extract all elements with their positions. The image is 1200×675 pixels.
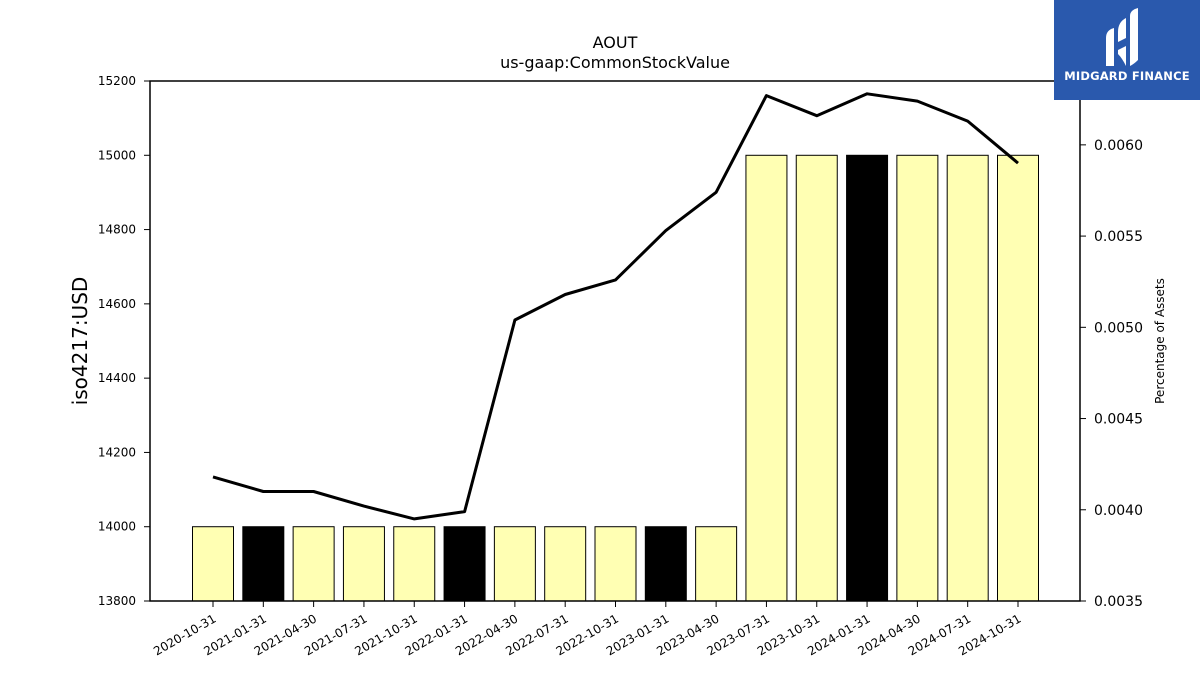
bar-2023-01-31 [644,526,687,602]
chart-title: AOUT [593,33,638,52]
bar-2022-07-31 [544,526,587,602]
bars-layer [192,154,1039,602]
bar-2023-04-30 [695,526,738,602]
y-tick-label: 14800 [98,223,136,237]
y2-tick-label: 0.0035 [1094,594,1143,610]
y2-tick-label: 0.0040 [1094,503,1143,519]
chart-subtitle: us-gaap:CommonStockValue [500,53,730,72]
y2-tick-label: 0.0055 [1094,229,1143,245]
bar-2021-01-31 [242,526,285,602]
y-tick-label: 14600 [98,297,136,311]
bar-2024-07-31 [946,154,989,602]
bar-2022-04-30 [493,526,536,602]
y2-tick-label: 0.0060 [1094,138,1143,154]
y-axis-label-right: Percentage of Assets [1153,278,1167,404]
y-tick-label: 13800 [98,594,136,608]
logo-mark-icon [1106,8,1138,66]
y-tick-label: 15200 [98,74,136,88]
bar-2022-10-31 [594,526,637,602]
y-tick-label: 14000 [98,520,136,534]
plot-frame [149,80,1081,602]
percentage-line [212,92,1019,521]
bar-2024-04-30 [896,154,939,602]
bar-2024-01-31 [846,154,889,602]
line-layer [212,92,1019,521]
y-tick-label: 14400 [98,371,136,385]
y-tick-label: 15000 [98,148,136,162]
bar-2023-07-31 [745,154,788,602]
bar-2021-04-30 [292,526,335,602]
y2-tick-label: 0.0045 [1094,412,1143,428]
bar-2021-07-31 [342,526,385,602]
bar-2020-10-31 [192,526,234,602]
bar-2023-10-31 [795,154,838,602]
bar-2024-10-31 [997,154,1039,602]
y2-tick-label: 0.0050 [1094,320,1143,336]
bar-2022-01-31 [443,526,486,602]
y-tick-label: 14200 [98,445,136,459]
bar-2021-10-31 [393,526,436,602]
logo-text: MIDGARD FINANCE [1064,69,1190,83]
midgard-finance-logo: MIDGARD FINANCE [1054,0,1200,100]
y-axis-label-left: iso4217:USD [68,277,92,406]
